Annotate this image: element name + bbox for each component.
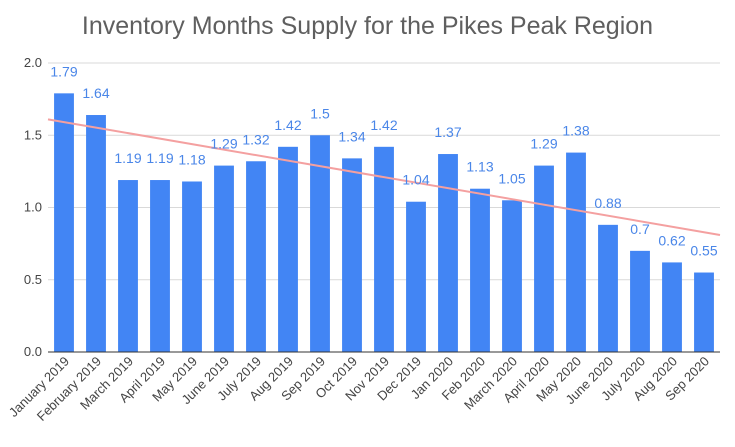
data-label: 1.79 <box>50 63 77 79</box>
data-label: 1.38 <box>562 123 589 139</box>
data-label: 1.32 <box>242 131 269 147</box>
bar <box>86 115 106 353</box>
trendline <box>47 118 721 236</box>
data-label: 0.62 <box>658 232 685 248</box>
data-label: 1.5 <box>310 105 330 121</box>
bar <box>662 262 682 352</box>
data-label: 1.13 <box>466 159 493 175</box>
data-label: 1.37 <box>434 124 461 140</box>
data-label: 1.42 <box>274 117 301 133</box>
data-label: 1.29 <box>530 136 557 152</box>
bar <box>598 224 618 352</box>
chart-title: Inventory Months Supply for the Pikes Pe… <box>81 12 654 40</box>
bar <box>150 180 170 352</box>
data-label: 1.64 <box>82 85 109 101</box>
bar <box>182 181 202 352</box>
data-label: 1.05 <box>498 170 525 186</box>
data-label: 0.7 <box>630 221 650 237</box>
bar <box>438 154 458 352</box>
bar <box>566 152 586 352</box>
bar <box>534 165 554 352</box>
y-tick-label: 1.0 <box>24 200 42 215</box>
data-label: 1.18 <box>178 151 205 167</box>
y-tick-label: 1.5 <box>24 127 42 142</box>
data-label: 1.19 <box>114 150 141 166</box>
data-label: 1.04 <box>402 172 429 188</box>
bar <box>470 188 490 352</box>
bar <box>278 146 298 352</box>
data-label: 0.88 <box>594 195 621 211</box>
data-label: 1.42 <box>370 117 397 133</box>
bar <box>374 146 394 352</box>
bar <box>630 250 650 352</box>
bar <box>54 93 74 352</box>
bar <box>342 158 362 352</box>
data-label: 0.55 <box>690 243 717 259</box>
data-label: 1.34 <box>338 128 365 144</box>
bar <box>246 161 266 352</box>
bar <box>214 165 234 352</box>
data-label: 1.19 <box>146 150 173 166</box>
bar <box>118 180 138 352</box>
bar <box>406 201 426 352</box>
bar <box>502 200 522 352</box>
data-label: 1.29 <box>210 136 237 152</box>
y-tick-label: 0.0 <box>24 344 42 359</box>
y-tick-label: 0.5 <box>24 272 42 287</box>
bar <box>310 135 330 352</box>
y-tick-label: 2.0 <box>24 55 42 70</box>
bar <box>694 272 714 352</box>
